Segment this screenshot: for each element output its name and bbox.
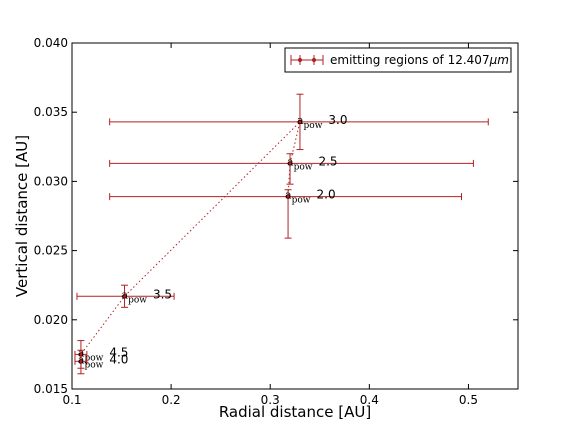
data-point-1 — [109, 153, 474, 185]
y-tick-label-5: 0.040 — [34, 36, 68, 50]
legend-label: emitting regions of 12.407μm — [330, 53, 509, 67]
annotation-value: 2.5 — [318, 154, 337, 168]
point-annotation: apow 2.5 — [287, 154, 338, 172]
point-marker — [285, 194, 291, 199]
annotation-subscript: pow — [84, 353, 103, 363]
point-marker — [122, 293, 127, 299]
annotation-value: 2.0 — [317, 188, 336, 202]
y-tick-label-4: 0.035 — [34, 105, 68, 119]
data-point-0 — [109, 93, 489, 151]
annotation-subscript: pow — [292, 196, 311, 206]
annotation-letter: a — [285, 189, 292, 202]
x-tick-label-4: 0.5 — [459, 393, 478, 407]
legend: emitting regions of 12.407μm — [284, 47, 512, 73]
point-marker — [297, 119, 303, 125]
annotation-value: 3.0 — [328, 113, 347, 127]
annotation-letter: a — [287, 155, 294, 168]
plot-frame — [71, 42, 519, 390]
y-axis-title: Vertical distance [AU] — [13, 135, 31, 297]
data-point-3 — [76, 284, 175, 308]
annotation-subscript: pow — [304, 121, 323, 131]
legend-label-text: emitting regions of 12.407 — [330, 53, 490, 67]
x-tick-label-1: 0.2 — [162, 393, 181, 407]
x-tick-label-3: 0.4 — [360, 393, 379, 407]
x-tick-label-2: 0.3 — [261, 393, 280, 407]
point-annotation: apow 3.0 — [297, 113, 348, 131]
x-axis-title: Radial distance [AU] — [219, 403, 371, 421]
point-annotation: apow 3.5 — [122, 287, 173, 305]
point-annotation: apow 2.0 — [285, 188, 336, 206]
data-point-2 — [109, 189, 463, 239]
annotation-letter: a — [297, 114, 304, 127]
point-marker — [287, 161, 293, 166]
axis-ticks: 0.1 0.2 0.3 0.4 0.5 0.015 0.020 0.025 0.030 0.035… — [34, 36, 518, 407]
annotation-letter: a — [78, 353, 85, 366]
annotation-subscript: pow — [84, 360, 103, 370]
y-tick-label-1: 0.020 — [34, 313, 68, 327]
annotation-letter: a — [122, 288, 129, 301]
data-point-5 — [74, 349, 88, 375]
legend-marker — [290, 55, 324, 65]
annotation-subscript: pow — [294, 162, 313, 172]
annotation-subscript: pow — [128, 295, 147, 305]
point-annotation: apow 4.0 — [78, 352, 129, 370]
y-tick-label-3: 0.030 — [34, 174, 68, 188]
y-tick-label-2: 0.025 — [34, 244, 68, 258]
point-marker — [78, 359, 84, 364]
annotation-value: 3.5 — [153, 287, 172, 301]
annotation-value: 4.5 — [109, 345, 128, 359]
legend-label-unit: μm — [489, 53, 509, 67]
plot-area: apow3.0apow2.5apow2.0apow3.5apow4.5apow4… — [74, 93, 489, 375]
annotation-value: 4.0 — [109, 352, 128, 366]
x-tick-label-0: 0.1 — [62, 393, 81, 407]
y-tick-label-0: 0.015 — [34, 382, 68, 396]
